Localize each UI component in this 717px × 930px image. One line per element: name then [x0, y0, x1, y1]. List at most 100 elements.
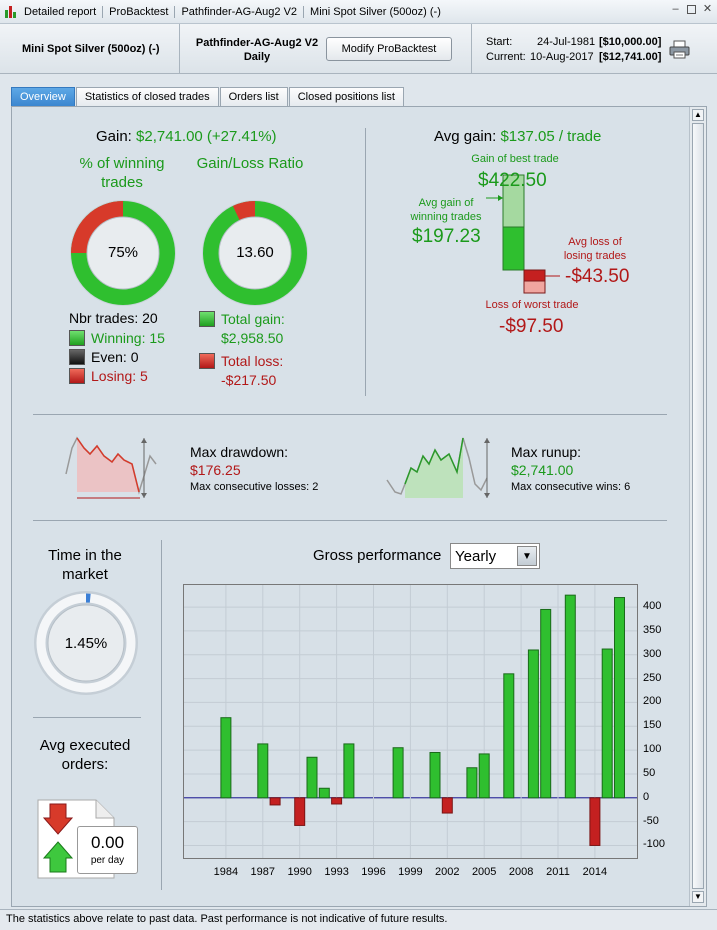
gross-performance-label: Gross performance [313, 547, 442, 564]
losing-count: Losing: 5 [91, 368, 148, 384]
bar-1998 [392, 747, 404, 799]
gain-loss-ratio-title: Gain/Loss Ratio [196, 155, 304, 172]
gain-value: $2,741.00 (+27.41%) [136, 128, 277, 145]
x-tick-label: 1990 [287, 866, 312, 878]
bar-1987 [257, 743, 269, 799]
minimize-icon[interactable]: – [672, 3, 679, 15]
worst-trade-value: -$97.50 [499, 316, 564, 337]
total-gain-swatch [199, 311, 215, 327]
losing-legend-swatch [69, 368, 85, 384]
start-date: 24-Jul-1981 [537, 36, 596, 48]
avg-orders-unit: per day [90, 855, 125, 866]
winning-legend-swatch [69, 330, 85, 346]
chevron-down-icon[interactable]: ▼ [517, 546, 537, 566]
tab-orders-list[interactable]: Orders list [219, 87, 288, 106]
period-select[interactable]: Yearly ▼ [450, 543, 540, 569]
current-value: [$12,741.00] [599, 51, 662, 63]
avg-gain-label: Avg gain: [434, 128, 497, 145]
runup-value: $2,741.00 [511, 462, 574, 478]
bar-2002 [441, 797, 453, 814]
y-tick-label: 400 [643, 600, 662, 613]
modify-probacktest-button[interactable]: Modify ProBacktest [326, 37, 452, 61]
drawdown-sparkline [65, 436, 157, 499]
gross-performance-chart [183, 584, 638, 859]
x-tick-label: 1999 [398, 866, 423, 878]
avg-orders-box [77, 826, 138, 874]
best-trade-value: $422.50 [478, 170, 547, 191]
winning-trades-title: % of winning trades [79, 155, 165, 191]
trade-distribution-bars [486, 174, 560, 294]
bar-2004 [466, 767, 478, 799]
bar-2016 [614, 597, 625, 799]
drawdown-value: $176.25 [190, 462, 241, 478]
bar-2014 [589, 797, 601, 846]
close-icon[interactable]: ✕ [702, 3, 713, 15]
tab-statistics-closed-trades[interactable]: Statistics of closed trades [75, 87, 219, 106]
window-titlebar: Detailed report ProBacktest Pathfinder-A… [0, 0, 717, 24]
bar-1993 [331, 797, 343, 805]
report-tabs: Overview Statistics of closed trades Ord… [11, 87, 405, 106]
bar-1984 [220, 717, 232, 799]
gain-loss-donut [202, 200, 308, 306]
avg-win-value: $197.23 [412, 226, 481, 247]
time-in-market-label: Time in the market [48, 547, 122, 583]
x-tick-label: 1984 [213, 866, 239, 878]
current-date: 10-Aug-2017 [530, 51, 594, 63]
vertical-scrollbar[interactable]: ▲ ▼ [689, 107, 706, 906]
timeframe: Daily [243, 51, 271, 63]
disclaimer-footer: The statistics above relate to past data… [0, 909, 717, 930]
title-system: Pathfinder-AG-Aug2 V2 [175, 5, 305, 18]
instrument-name: Mini Spot Silver (500oz) (-) [22, 43, 160, 55]
scroll-up-icon[interactable]: ▲ [692, 109, 704, 121]
bar-1988 [269, 797, 281, 806]
worst-trade-label: Loss of worst trade [485, 299, 579, 311]
title-detailed-report: Detailed report [18, 5, 104, 18]
avg-loss-value: -$43.50 [565, 266, 630, 287]
x-tick-label: 1993 [324, 866, 349, 878]
system-name: Pathfinder-AG-Aug2 V2 [195, 37, 319, 49]
bar-2015 [601, 648, 613, 799]
bar-2012 [564, 594, 576, 799]
drawdown-sub: Max consecutive losses: 2 [190, 481, 319, 493]
nbr-trades: Nbr trades: 20 [69, 310, 158, 326]
y-tick-label: 200 [643, 695, 662, 708]
runup-sub: Max consecutive wins: 6 [511, 481, 631, 493]
tab-closed-positions-list[interactable]: Closed positions list [288, 87, 404, 106]
scroll-thumb[interactable] [692, 123, 704, 889]
total-gain-label: Total gain: [221, 311, 285, 327]
current-label: Current: [486, 51, 526, 63]
printer-icon[interactable] [668, 40, 692, 60]
title-probacktest: ProBacktest [103, 5, 176, 18]
avg-orders-label: Avg executed orders: [39, 737, 131, 773]
bar-2007 [503, 673, 515, 799]
y-tick-label: 250 [643, 671, 662, 684]
best-trade-label: Gain of best trade [471, 153, 559, 165]
y-tick-label: 0 [643, 790, 650, 803]
y-tick-label: 150 [643, 719, 662, 732]
period-select-value: Yearly [455, 548, 497, 565]
avg-orders-value: 0.00 [90, 833, 125, 852]
avg-win-label: Avg gain of winning trades [410, 197, 482, 223]
x-tick-label: 2005 [471, 866, 497, 878]
x-tick-label: 2008 [508, 866, 534, 878]
winning-trades-donut [70, 200, 176, 306]
tab-overview[interactable]: Overview [11, 87, 75, 106]
total-loss-swatch [199, 353, 215, 369]
x-tick-label: 1996 [361, 866, 386, 878]
avg-gain-value: $137.05 / trade [500, 128, 602, 145]
maximize-icon[interactable] [687, 5, 696, 14]
bar-1990 [294, 797, 306, 826]
avg-loss-label: Avg loss of losing trades [563, 236, 627, 262]
even-legend-swatch [69, 349, 85, 365]
y-tick-label: 100 [643, 743, 662, 756]
start-value: [$10,000.00] [599, 36, 662, 48]
scroll-down-icon[interactable]: ▼ [692, 891, 704, 903]
winning-pct: 75% [107, 244, 139, 261]
bar-2010 [540, 608, 552, 799]
total-loss-value: -$217.50 [221, 372, 277, 388]
total-gain-value: $2,958.50 [221, 330, 284, 346]
x-tick-label: 2014 [582, 866, 608, 878]
bar-2009 [527, 649, 539, 799]
x-tick-label: 2011 [546, 866, 570, 878]
x-tick-label: 1987 [250, 866, 276, 878]
